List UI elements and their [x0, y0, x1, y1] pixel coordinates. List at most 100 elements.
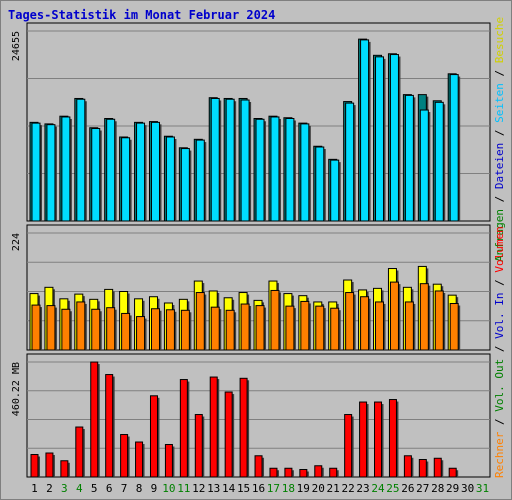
- bar-dateien-16: [255, 118, 265, 222]
- bar-volumen-19: [299, 469, 308, 478]
- bar-dateien-2: [46, 124, 56, 222]
- bar-volumen-26: [403, 455, 412, 478]
- bar-rechner-16: [255, 305, 265, 351]
- bar-volumen-3: [60, 460, 69, 478]
- bar-rechner-26: [404, 301, 414, 351]
- legend-top-part-3: /: [493, 123, 506, 143]
- bar-rechner-2: [46, 305, 56, 351]
- bar-volumen-7: [120, 434, 129, 478]
- x-tick-label-8: 8: [136, 482, 143, 495]
- bar-dateien-9: [150, 121, 160, 222]
- bar-rechner-24: [375, 301, 385, 351]
- y-max-label-middle: 224: [11, 233, 22, 251]
- legend-bottom-part-1: /: [493, 412, 506, 432]
- bar-dateien-14: [225, 98, 235, 222]
- bar-volumen-10: [164, 444, 173, 478]
- bar-rechner-27: [419, 283, 429, 351]
- x-tick-label-29: 29: [446, 482, 459, 495]
- bar-rechner-3: [61, 308, 71, 351]
- bar-dateien-24: [375, 56, 385, 222]
- legend-bottom-part-5: /: [493, 273, 506, 293]
- bar-dateien-17: [270, 116, 280, 222]
- legend-top-part-6: Besuche: [493, 17, 506, 63]
- x-tick-label-27: 27: [416, 482, 429, 495]
- bar-rechner-4: [76, 301, 86, 351]
- bar-volumen-20: [314, 465, 323, 478]
- bar-volumen-24: [374, 401, 383, 478]
- x-tick-label-4: 4: [76, 482, 83, 495]
- bar-dateien-4: [76, 98, 86, 222]
- legend-top-part-1: /: [493, 189, 506, 209]
- bar-dateien-7: [121, 137, 131, 222]
- bar-dateien-26: [404, 94, 414, 222]
- bar-rechner-9: [150, 308, 160, 351]
- bar-dateien-11: [180, 148, 190, 222]
- bar-dateien-20: [315, 146, 325, 222]
- bar-rechner-8: [136, 316, 146, 351]
- bar-volumen-18: [284, 467, 293, 478]
- x-tick-label-14: 14: [222, 482, 236, 495]
- legend-bottom-part-4: Vol. In: [493, 293, 506, 339]
- bar-dateien-15: [240, 99, 250, 222]
- chart-title: Tages-Statistik im Monat Februar 2024: [8, 8, 276, 22]
- bar-dateien-5: [91, 128, 101, 222]
- bar-dateien-13: [210, 97, 220, 222]
- bar-rechner-25: [389, 281, 399, 351]
- bar-rechner-20: [315, 305, 325, 351]
- bar-rechner-7: [121, 312, 131, 351]
- legend-top-part-5: /: [493, 63, 506, 83]
- bar-volumen-16: [254, 455, 263, 478]
- x-tick-label-12: 12: [192, 482, 205, 495]
- x-tick-label-3: 3: [61, 482, 68, 495]
- legend-bottom-part-2: Vol. Out: [493, 359, 506, 412]
- legend-bottom: Rechner / Vol. Out / Vol. In / Volumen: [493, 226, 506, 478]
- legend-top-part-4: Seiten: [493, 83, 506, 123]
- x-tick-label-1: 1: [31, 482, 38, 495]
- bar-rechner-13: [210, 306, 220, 351]
- bar-volumen-12: [194, 414, 203, 478]
- bar-rechner-19: [300, 300, 310, 351]
- y-max-label-top: 24655: [11, 31, 22, 61]
- x-tick-label-15: 15: [237, 482, 250, 495]
- legend-bottom-part-6: Volumen: [493, 226, 506, 272]
- x-tick-label-25: 25: [386, 482, 399, 495]
- x-tick-label-24: 24: [371, 482, 385, 495]
- bar-dateien-12: [195, 139, 205, 222]
- bar-rechner-5: [91, 308, 101, 351]
- bar-volumen-8: [135, 441, 144, 478]
- bar-rechner-18: [285, 305, 295, 351]
- bar-volumen-9: [149, 395, 158, 478]
- bar-rechner-23: [360, 296, 370, 351]
- x-tick-label-9: 9: [151, 482, 158, 495]
- bar-rechner-11: [180, 309, 190, 351]
- bar-rechner-21: [330, 307, 340, 351]
- bar-rechner-29: [449, 303, 459, 351]
- bar-dateien-18: [285, 118, 295, 222]
- bar-rechner-1: [31, 304, 41, 351]
- bar-dateien-19: [300, 123, 310, 222]
- bar-volumen-2: [45, 452, 54, 478]
- bar-dateien-25: [389, 54, 399, 222]
- x-tick-label-18: 18: [282, 482, 295, 495]
- x-tick-label-2: 2: [46, 482, 53, 495]
- x-tick-label-11: 11: [177, 482, 190, 495]
- x-tick-label-16: 16: [252, 482, 265, 495]
- legend-top-part-0: Anfragen: [493, 209, 506, 262]
- x-tick-label-13: 13: [207, 482, 220, 495]
- bar-dateien-28: [434, 101, 444, 222]
- bar-volumen-27: [418, 459, 427, 478]
- bar-volumen-15: [239, 377, 248, 478]
- bar-volumen-17: [269, 467, 278, 478]
- bar-volumen-4: [75, 426, 84, 478]
- bar-rechner-10: [165, 309, 175, 351]
- x-tick-label-19: 19: [297, 482, 310, 495]
- bar-dateien-8: [136, 122, 146, 222]
- bar-volumen-25: [388, 399, 397, 478]
- bar-dateien-21: [330, 159, 340, 222]
- x-tick-label-7: 7: [121, 482, 128, 495]
- bar-rechner-12: [195, 292, 205, 351]
- bar-volumen-21: [329, 467, 338, 478]
- x-tick-label-30: 30: [461, 482, 474, 495]
- legend-bottom-part-3: /: [493, 339, 506, 359]
